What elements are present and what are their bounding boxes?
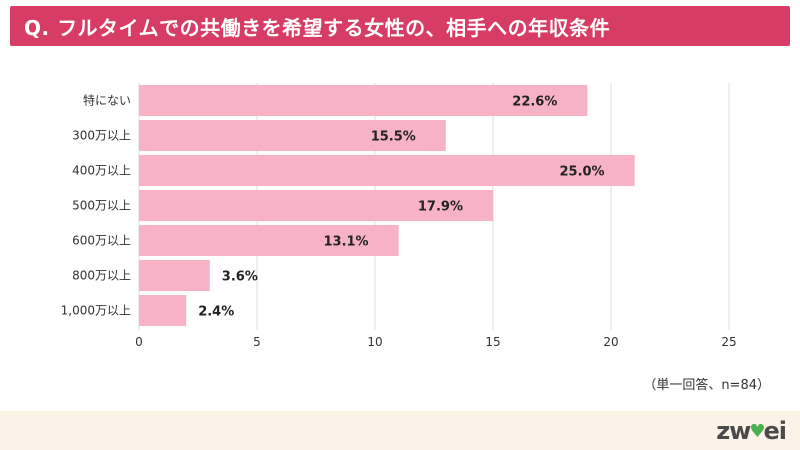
- category-label: 1,000万以上: [61, 304, 131, 318]
- x-tick-label: 25: [721, 335, 736, 349]
- category-label: 特にない: [83, 93, 131, 108]
- title-bar: Q. フルタイムでの共働きを希望する女性の、相手への年収条件: [10, 6, 790, 46]
- data-label: 25.0%: [559, 165, 604, 180]
- category-label: 800万以上: [72, 269, 131, 283]
- logo-text-right: ei: [763, 417, 786, 445]
- bar: [139, 155, 635, 186]
- category-label: 400万以上: [72, 164, 131, 178]
- x-tick-label: 5: [253, 335, 261, 349]
- x-tick-label: 20: [603, 335, 618, 349]
- bar: [139, 225, 399, 256]
- bar: [139, 190, 493, 221]
- bar-chart: 0 5 10 15 20 25 特にない 22.6% 300万以上 15.5% 400万以上 25.0…: [61, 83, 737, 349]
- data-label: 13.1%: [323, 235, 368, 250]
- category-label: 500万以上: [72, 199, 131, 213]
- logo-text-left: zw: [716, 417, 751, 445]
- x-tick-label: 15: [485, 335, 500, 349]
- category-label: 300万以上: [72, 129, 131, 143]
- sample-note: （単一回答、n=84）: [643, 378, 770, 393]
- bar: [139, 295, 187, 326]
- data-label: 2.4%: [198, 305, 234, 320]
- heart-icon: ♥: [749, 420, 765, 442]
- bar: [139, 120, 446, 151]
- footer: zw ♥ ei: [0, 411, 800, 450]
- x-tick-label: 10: [367, 335, 382, 349]
- data-label: 3.6%: [222, 270, 258, 285]
- data-label: 22.6%: [512, 95, 557, 110]
- bar: [139, 260, 210, 291]
- x-tick-label: 0: [135, 335, 143, 349]
- bar: [139, 85, 588, 116]
- category-label: 600万以上: [72, 234, 131, 248]
- zwei-logo: zw ♥ ei: [716, 417, 787, 445]
- data-label: 15.5%: [371, 130, 416, 145]
- page-title: Q. フルタイムでの共働きを希望する女性の、相手への年収条件: [24, 15, 611, 40]
- data-label: 17.9%: [418, 200, 463, 215]
